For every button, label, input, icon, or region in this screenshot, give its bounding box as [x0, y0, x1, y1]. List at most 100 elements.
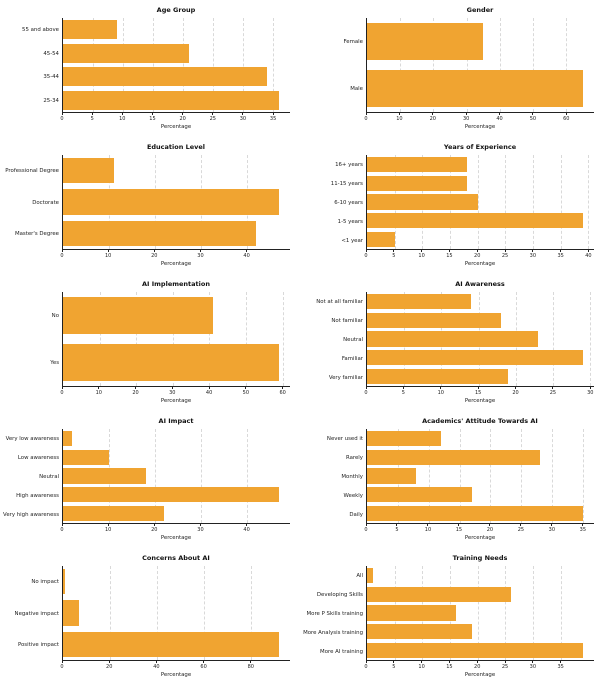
bar — [63, 20, 118, 40]
category-label: 35-44 — [43, 74, 59, 81]
x-tick-label: 5 — [90, 115, 94, 122]
gridline — [566, 18, 568, 112]
x-tick-label: 40 — [243, 526, 250, 533]
bar — [63, 487, 279, 503]
x-tick-label: 0 — [60, 115, 64, 122]
x-axis-title: Percentage — [464, 124, 496, 130]
x-tick-label: 25 — [501, 663, 509, 670]
gridline — [505, 566, 507, 660]
x-tick-mark — [476, 250, 478, 252]
x-tick-label: 15 — [446, 663, 453, 670]
x-tick-label: 30 — [548, 526, 556, 533]
category-label: Not familiar — [331, 317, 363, 324]
x-tick-label: 10 — [418, 252, 425, 259]
x-tick-mark — [242, 113, 244, 115]
x-axis-title: Percentage — [160, 398, 192, 404]
x-tick-label: 0 — [364, 252, 368, 259]
x-axis-title: Percentage — [160, 535, 192, 541]
x-tick-label: 20 — [106, 663, 113, 670]
category-label: 25-34 — [43, 98, 59, 105]
category-label: No — [51, 312, 59, 319]
x-tick-mark — [393, 250, 395, 252]
category-label: Daily — [349, 511, 363, 518]
x-tick-label: 15 — [149, 115, 156, 122]
x-tick-label: 25 — [549, 389, 557, 396]
x-tick-mark — [246, 524, 248, 526]
category-label: 6-10 years — [334, 199, 363, 206]
bar — [63, 67, 268, 87]
x-axis-title: Percentage — [160, 261, 192, 267]
category-label: Rarely — [345, 454, 363, 461]
x-tick-label: 5 — [392, 252, 396, 259]
x-tick-label: 0 — [364, 663, 368, 670]
x-tick-mark — [107, 524, 109, 526]
x-axis-title: Percentage — [464, 672, 496, 678]
x-axis: 0 5 10 15 20 25 30 35 40 — [364, 250, 594, 259]
category-label: More Analysis training — [303, 629, 363, 636]
category-label: Not at all familiar — [316, 298, 363, 305]
y-axis-labels: Very low awareness Low awareness Neutral Hi… — [2, 429, 62, 524]
x-tick-mark — [489, 524, 491, 526]
x-tick-mark — [365, 387, 367, 389]
x-tick-mark — [155, 661, 157, 663]
x-tick-mark — [402, 387, 404, 389]
x-tick-mark — [560, 661, 562, 663]
category-label: Negative impact — [14, 610, 59, 617]
gridline — [282, 292, 284, 386]
plot-area — [62, 566, 290, 661]
x-tick-label: 25 — [209, 115, 216, 122]
gridline — [172, 292, 174, 386]
x-tick-label: 0 — [60, 389, 64, 396]
chart-title: Education Level — [146, 143, 206, 151]
chart-title: Years of Experience — [443, 143, 517, 151]
x-tick-label: 10 — [418, 663, 425, 670]
x-tick-label: 20 — [179, 115, 186, 122]
x-tick-mark — [91, 113, 93, 115]
gridline — [433, 18, 435, 112]
chart-title: Age Group — [156, 6, 196, 14]
bar — [63, 600, 80, 626]
category-label: Positive impact — [17, 642, 59, 649]
x-tick-label: 50 — [242, 389, 250, 396]
x-tick-mark — [245, 387, 247, 389]
x-tick-mark — [61, 661, 63, 663]
category-label: More P Skills training — [306, 610, 363, 617]
category-label: Never used it — [326, 435, 363, 442]
bar — [367, 22, 484, 61]
category-label: Neutral — [343, 336, 363, 343]
x-tick-label: 0 — [364, 389, 368, 396]
bar — [367, 369, 509, 385]
gridline — [99, 292, 101, 386]
x-tick-label: 10 — [104, 252, 112, 259]
x-tick-label: 0 — [364, 115, 368, 122]
category-label: Doctorate — [32, 199, 59, 206]
x-tick-label: 35 — [269, 115, 277, 122]
x-tick-label: 30 — [587, 389, 594, 396]
x-tick-mark — [203, 661, 205, 663]
gridline — [553, 292, 555, 386]
x-tick-label: 5 — [401, 389, 405, 396]
x-tick-label: 0 — [60, 663, 64, 670]
bar — [367, 156, 467, 172]
gridline — [109, 566, 111, 660]
x-tick-mark — [532, 661, 534, 663]
gridline — [250, 566, 252, 660]
x-tick-label: 20 — [512, 389, 519, 396]
x-tick-label: 15 — [474, 389, 482, 396]
x-tick-label: 20 — [151, 252, 158, 259]
x-tick-label: 10 — [396, 115, 403, 122]
x-tick-mark — [171, 387, 173, 389]
category-label: Very familiar — [328, 374, 363, 381]
x-tick-label: 20 — [429, 115, 436, 122]
x-tick-mark — [272, 113, 274, 115]
gridline — [154, 429, 156, 523]
gridline — [582, 429, 584, 523]
x-tick-label: 10 — [95, 389, 102, 396]
x-tick-label: 10 — [424, 526, 432, 533]
plot-area — [62, 155, 290, 250]
x-tick-label: 60 — [200, 663, 207, 670]
category-label: Female — [343, 38, 364, 45]
chart-title: AI Implementation — [142, 280, 210, 288]
bar — [63, 631, 280, 657]
